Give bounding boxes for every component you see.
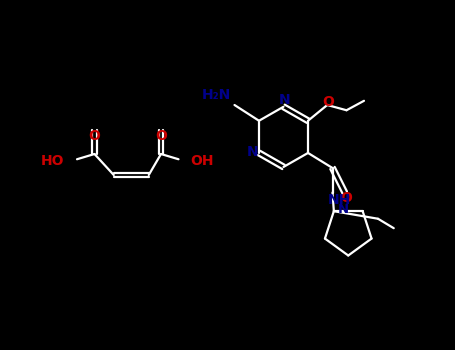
Text: N: N	[247, 145, 258, 159]
Text: N: N	[338, 203, 349, 216]
Text: N: N	[278, 93, 290, 107]
Text: O: O	[322, 94, 334, 108]
Text: NH: NH	[328, 193, 351, 207]
Text: O: O	[89, 129, 101, 143]
Text: H₂N: H₂N	[202, 88, 231, 102]
Text: OH: OH	[190, 154, 213, 168]
Text: O: O	[155, 129, 167, 143]
Text: HO: HO	[41, 154, 65, 168]
Text: O: O	[340, 191, 352, 205]
